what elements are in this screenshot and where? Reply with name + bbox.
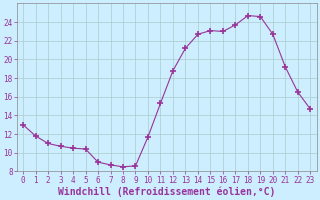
X-axis label: Windchill (Refroidissement éolien,°C): Windchill (Refroidissement éolien,°C) — [58, 186, 276, 197]
